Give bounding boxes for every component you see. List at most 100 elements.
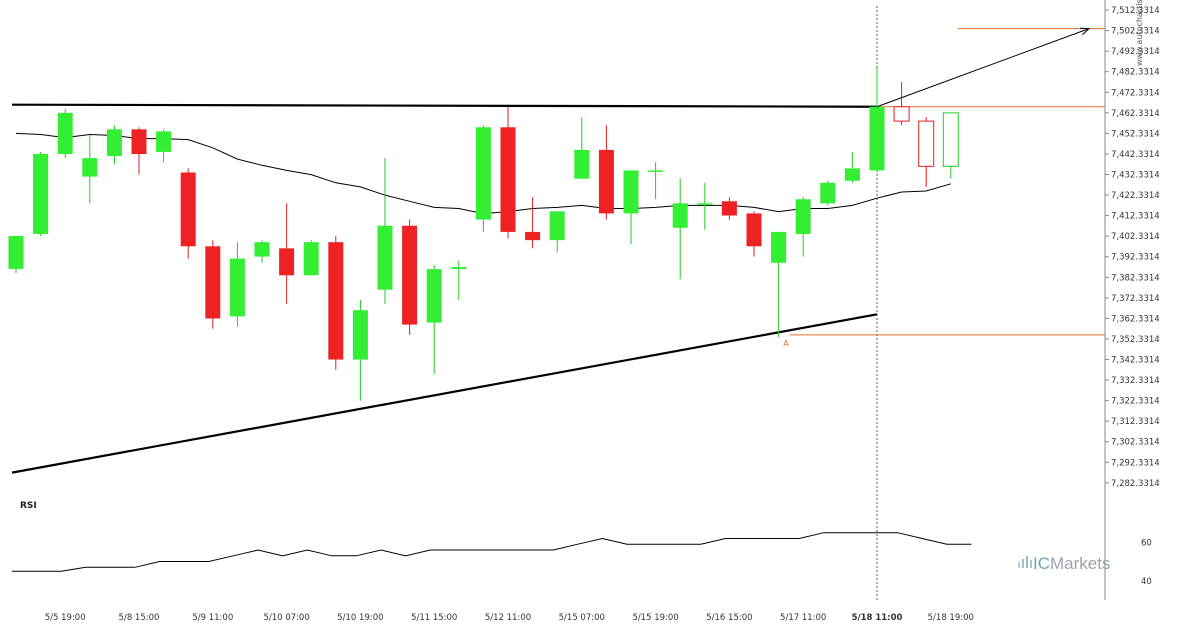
candle (820, 180, 836, 206)
candle-body (598, 149, 614, 214)
candle-body (57, 112, 73, 154)
candle-body (574, 149, 590, 179)
candle-body (82, 158, 98, 177)
forecast-arrow-line (876, 28, 1090, 108)
candle (549, 211, 565, 253)
candle (746, 211, 762, 257)
candle (57, 108, 73, 159)
price-tick-label: 7,332.3314 (1111, 376, 1160, 386)
price-tick-label: 7,382.3314 (1111, 273, 1160, 283)
candle (303, 240, 319, 276)
time-tick-label: 5/11 15:00 (411, 613, 457, 623)
candle-body (254, 242, 270, 257)
candle (525, 197, 541, 249)
time-tick-label: 5/12 11:00 (485, 613, 531, 623)
candle-body (205, 246, 221, 319)
price-tick-label: 7,512.3314 (1111, 6, 1160, 16)
candle (8, 236, 24, 274)
candle-body (648, 170, 664, 172)
price-tick-label: 7,472.3314 (1111, 88, 1160, 98)
candle-body (303, 242, 319, 276)
time-axis: 5/5 19:00 5/8 15:00 5/9 11:00 5/10 07:00 5/1… (45, 613, 974, 623)
candle (771, 231, 787, 337)
price-tick-label: 7,402.3314 (1111, 232, 1160, 242)
price-tick-label: 7,412.3314 (1111, 212, 1160, 222)
candle (672, 178, 688, 280)
candle (82, 135, 98, 204)
candle-body (893, 106, 910, 122)
time-tick-label: 5/16 15:00 (706, 613, 752, 623)
time-tick-label: 5/8 15:00 (119, 613, 160, 623)
rsi-panel: 60 40 (12, 532, 1152, 587)
price-plot: A (8, 6, 1105, 600)
candle (328, 236, 344, 370)
candle-body (525, 231, 541, 241)
candle-body (672, 203, 688, 228)
candle-body (623, 170, 639, 214)
candle-body (451, 267, 467, 270)
candle-body (697, 203, 713, 205)
rsi-tick-label: 40 (1141, 577, 1152, 587)
candle-body (721, 201, 737, 216)
candle (205, 240, 221, 329)
candle-body (475, 127, 491, 220)
candle (229, 242, 245, 327)
candle-body (33, 154, 49, 234)
time-tick-label: 5/17 11:00 (780, 613, 826, 623)
candle-body (352, 310, 368, 360)
candle (574, 117, 590, 179)
candle (500, 106, 516, 239)
svg-text:ICMarkets: ICMarkets (1033, 554, 1110, 573)
price-tick-label: 7,292.3314 (1111, 458, 1160, 468)
candle (451, 260, 467, 300)
rsi-line (12, 532, 972, 572)
time-tick-label: 5/15 19:00 (632, 613, 678, 623)
candle (426, 265, 442, 374)
candle (402, 219, 418, 335)
price-tick-label: 7,352.3314 (1111, 335, 1160, 345)
candle-body (131, 129, 147, 154)
candle (475, 125, 491, 232)
candle-body (869, 106, 885, 171)
price-tick-label: 7,422.3314 (1111, 191, 1160, 201)
candle-body (820, 182, 836, 204)
candle (795, 197, 811, 257)
candle (33, 151, 49, 237)
candle (279, 203, 295, 305)
candle (648, 162, 664, 200)
icmarkets-logo: ICMarkets (1018, 554, 1110, 573)
candle (131, 127, 147, 175)
candle-body (426, 269, 442, 323)
candle-body (500, 127, 516, 232)
candle (598, 125, 614, 220)
price-tick-label: 7,282.3314 (1111, 479, 1160, 489)
candle (869, 67, 885, 173)
candle (180, 168, 196, 259)
candle (377, 158, 393, 305)
point-a-label: A (783, 339, 789, 348)
time-tick-label: 5/10 19:00 (337, 613, 383, 623)
price-tick-label: 7,302.3314 (1111, 438, 1160, 448)
upper-trendline (11, 103, 878, 108)
time-tick-label: 5/18 19:00 (928, 613, 974, 623)
price-tick-label: 7,492.3314 (1111, 47, 1160, 57)
candle-body (771, 231, 787, 263)
brand-suffix: Markets (1050, 554, 1110, 573)
price-tick-label: 7,482.3314 (1111, 68, 1160, 78)
candle-body (106, 129, 122, 157)
candle (623, 170, 639, 245)
candle (352, 299, 368, 401)
price-tick-label: 7,372.3314 (1111, 294, 1160, 304)
candle-body (918, 120, 935, 167)
autochartist-credit: www.autochartist.com (1135, 0, 1144, 66)
price-tick-label: 7,442.3314 (1111, 150, 1160, 160)
price-tick-label: 7,452.3314 (1111, 129, 1160, 139)
candle-body (549, 211, 565, 241)
candle (156, 129, 172, 163)
candle-body (844, 168, 860, 181)
candle-body (402, 225, 418, 325)
candle-body (942, 112, 959, 167)
price-tick-label: 7,392.3314 (1111, 253, 1160, 263)
candle (844, 151, 860, 183)
